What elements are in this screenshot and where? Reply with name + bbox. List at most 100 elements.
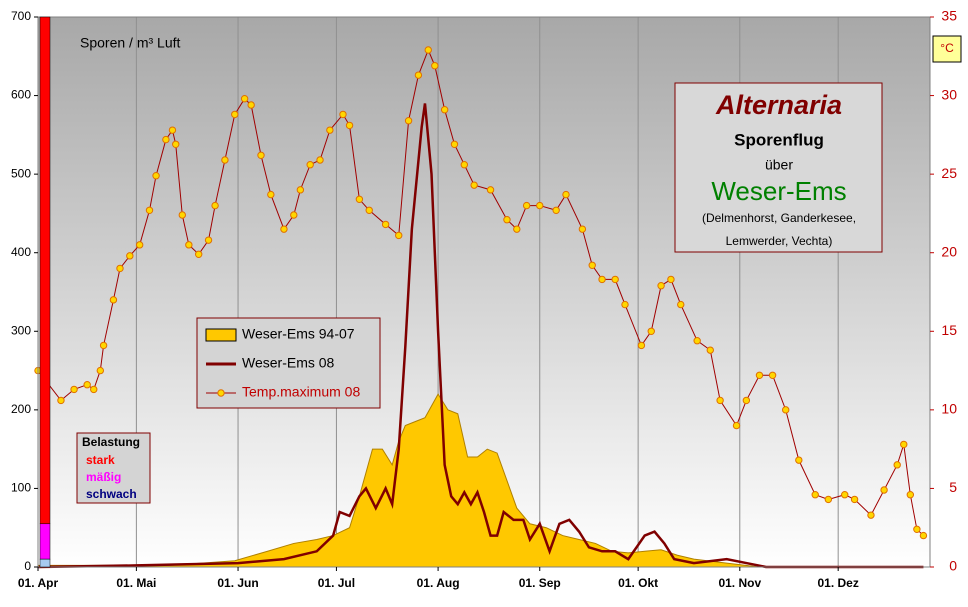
y-tick-label: 400 (11, 245, 31, 259)
marker (194, 250, 203, 258)
marker (70, 385, 78, 394)
area (37, 393, 924, 568)
marker (470, 181, 478, 189)
marker (880, 486, 888, 494)
x-tick-label: 01. Dez (817, 576, 858, 590)
marker (185, 241, 193, 249)
marker (824, 495, 833, 504)
location: Lemwerder, Vechta) (726, 234, 833, 248)
marker (677, 300, 685, 309)
belastung-label: mäßig (86, 470, 121, 484)
marker (152, 172, 160, 180)
marker (913, 525, 921, 533)
marker (172, 140, 180, 148)
marker (460, 161, 469, 169)
y-tick-label: 600 (11, 88, 31, 102)
subtitle: Sporenflug (734, 130, 824, 149)
belastung-label: stark (86, 453, 115, 467)
belastung-label: schwach (86, 487, 137, 501)
marker (96, 366, 105, 375)
x-tick-label: 01. Okt (618, 576, 658, 590)
chart-title: Alternaria (715, 90, 842, 120)
marker (536, 201, 544, 210)
region: Weser-Ems (711, 176, 846, 206)
marker (795, 456, 803, 464)
marker (850, 495, 859, 504)
marker (326, 126, 334, 134)
legend-swatch (205, 328, 237, 342)
marker (57, 396, 65, 405)
marker (450, 140, 459, 148)
belastung-title: Belastung (82, 435, 140, 449)
marker (906, 491, 915, 499)
marker (365, 206, 373, 214)
marker (355, 195, 364, 203)
x-tick-label: 01. Aug (417, 576, 460, 590)
y-tick-label: 700 (11, 9, 31, 23)
legend-marker (217, 389, 225, 397)
marker (621, 300, 629, 309)
y-tick-label: 100 (11, 481, 31, 495)
marker (240, 95, 249, 103)
y-tick-label: 0 (24, 559, 31, 573)
x-tick-label: 01. Jun (217, 576, 258, 590)
marker (135, 241, 144, 249)
marker (280, 225, 288, 233)
y2-tick-label: 20 (941, 243, 957, 259)
marker (306, 161, 314, 169)
marker (503, 216, 511, 224)
marker (732, 421, 741, 430)
marker (395, 231, 403, 240)
marker (562, 190, 570, 199)
marker (424, 46, 432, 54)
marker (755, 371, 764, 379)
marker (657, 282, 665, 290)
y2-tick-label: 35 (941, 8, 957, 24)
y2-label-box (932, 35, 962, 63)
x-tick-label: 01. Sep (519, 576, 561, 590)
marker (867, 511, 875, 519)
marker (900, 440, 908, 449)
marker (339, 110, 347, 119)
y2-tick-label: 15 (941, 322, 957, 338)
y-tick-label: 200 (11, 402, 31, 416)
marker (145, 206, 154, 214)
marker (667, 275, 675, 284)
marker (116, 264, 124, 273)
marker (716, 396, 724, 405)
marker (414, 71, 423, 79)
marker (693, 337, 701, 345)
marker (83, 381, 91, 389)
marker (168, 126, 177, 134)
y-tick-label: 500 (11, 166, 31, 180)
y2-tick-label: 30 (941, 86, 957, 102)
marker (811, 491, 819, 499)
marker (919, 531, 928, 540)
marker (257, 151, 265, 159)
location: (Delmenhorst, Ganderkesee, (702, 211, 856, 225)
marker (162, 135, 170, 144)
y2-tick-label: 0 (949, 558, 957, 574)
belastung-legend (76, 432, 151, 504)
connector: über (765, 157, 793, 173)
marker (221, 156, 229, 164)
marker (578, 225, 587, 233)
marker (404, 117, 413, 125)
marker (552, 206, 560, 214)
marker (90, 385, 98, 394)
marker (296, 186, 305, 194)
legend-label: Temp.maximum 08 (242, 384, 360, 400)
marker (768, 371, 777, 379)
marker (893, 461, 901, 469)
marker (178, 211, 186, 219)
marker (267, 190, 275, 199)
marker (109, 296, 118, 304)
belastung-band (39, 523, 51, 560)
marker (706, 346, 714, 354)
marker (247, 101, 255, 109)
x-tick-label: 01. Mai (116, 576, 156, 590)
marker (316, 156, 324, 164)
x-tick-label: 01. Nov (718, 576, 761, 590)
marker (440, 106, 449, 114)
